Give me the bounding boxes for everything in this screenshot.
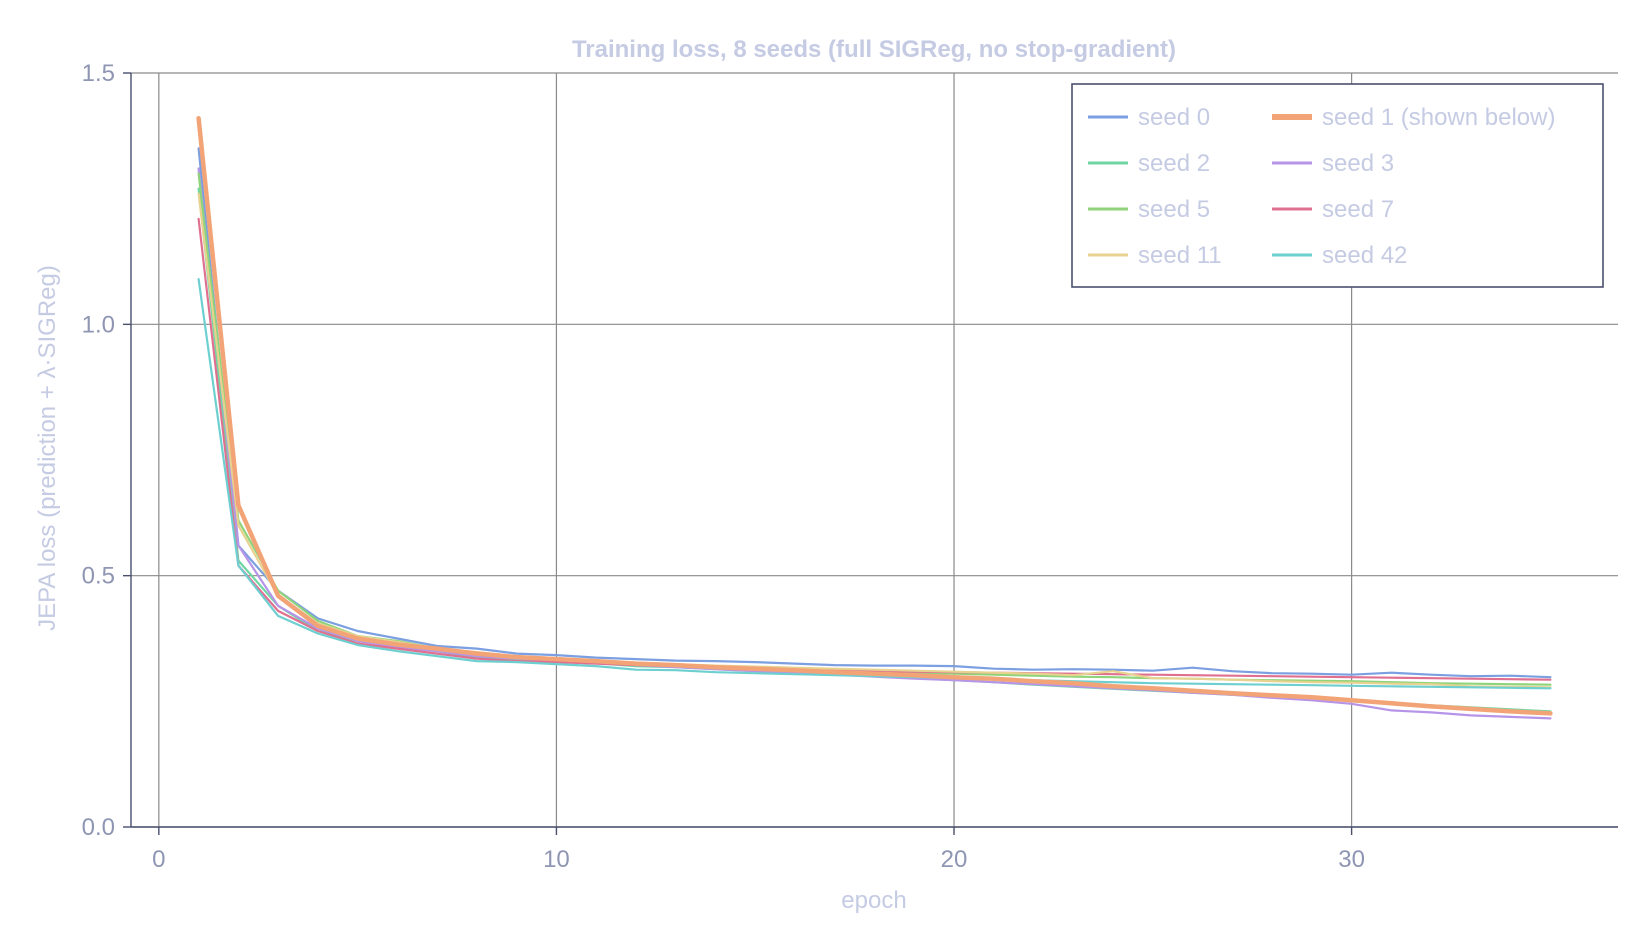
series-line-seed-0 [197, 147, 1552, 679]
axes [130, 73, 1618, 828]
series-line-seed-42 [197, 278, 1552, 690]
legend: seed 0 seed 1 (shown below) seed 2 seed 3 se… [1071, 83, 1604, 288]
x-axis-label: epoch [841, 887, 906, 914]
y-tick-label-3: 1.5 [82, 60, 115, 87]
legend-box [1071, 83, 1604, 288]
legend-label-seed-11: seed 11 [1138, 242, 1222, 269]
legend-label-seed-0: seed 0 [1138, 104, 1210, 131]
x-tick-label-2: 20 [941, 846, 968, 873]
legend-items: seed 0 seed 1 (shown below) seed 2 seed 3 se… [1088, 104, 1555, 269]
legend-label-seed-7: seed 7 [1322, 196, 1394, 223]
tick-labels: 0 10 20 30 0.0 0.5 1.0 1.5 [82, 60, 1365, 873]
legend-label-seed-3: seed 3 [1322, 150, 1394, 177]
legend-label-seed-2: seed 2 [1138, 150, 1210, 177]
y-tick-label-0: 0.0 [82, 814, 115, 841]
legend-label-seed-42: seed 42 [1322, 242, 1407, 269]
legend-label-seed-1-shown-below: seed 1 (shown below) [1322, 104, 1555, 131]
legend-label-seed-5: seed 5 [1138, 196, 1210, 223]
y-tick-label-2: 1.0 [82, 311, 115, 338]
y-axis-label: JEPA loss (prediction + λ·SIGReg) [34, 265, 61, 631]
x-tick-label-0: 0 [152, 846, 165, 873]
y-tick-label-1: 0.5 [82, 563, 115, 590]
series-line-seed-7 [197, 217, 1552, 681]
x-tick-label-3: 30 [1338, 846, 1365, 873]
x-tick-label-1: 10 [543, 846, 570, 873]
series-lines [196, 115, 1553, 720]
series-line-seed-1-shown-below [196, 115, 1553, 716]
chart-title: Training loss, 8 seeds (full SIGReg, no … [572, 36, 1176, 63]
